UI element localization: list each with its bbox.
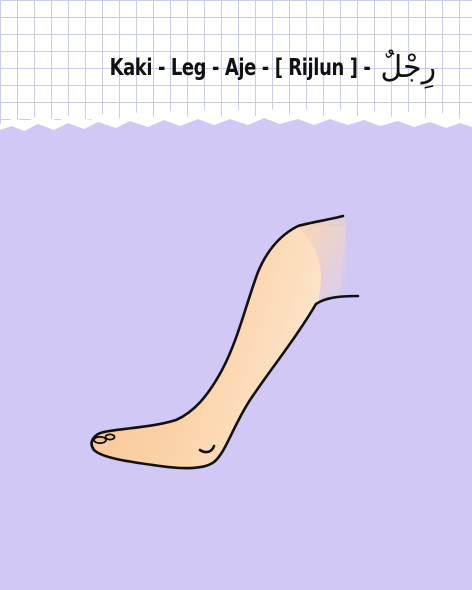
toe-tip-outline [90, 430, 106, 452]
title-arabic-text: رِجْلٌ [380, 50, 437, 85]
toes [93, 433, 116, 445]
thigh-fade [296, 218, 346, 300]
vocabulary-title: Kaki - Leg - Aje - [ Rijlun ] - رِجْلٌ [0, 40, 472, 96]
toe-nail-2 [104, 433, 116, 441]
ankle-bone-outline [198, 444, 216, 454]
title-latin-text: Kaki - Leg - Aje - [ Rijlun ] - [109, 55, 371, 81]
leg-shape [91, 226, 347, 469]
leg-back-outline [102, 214, 345, 434]
toe-nail-1 [93, 435, 107, 445]
leg-front-outline [92, 294, 360, 470]
